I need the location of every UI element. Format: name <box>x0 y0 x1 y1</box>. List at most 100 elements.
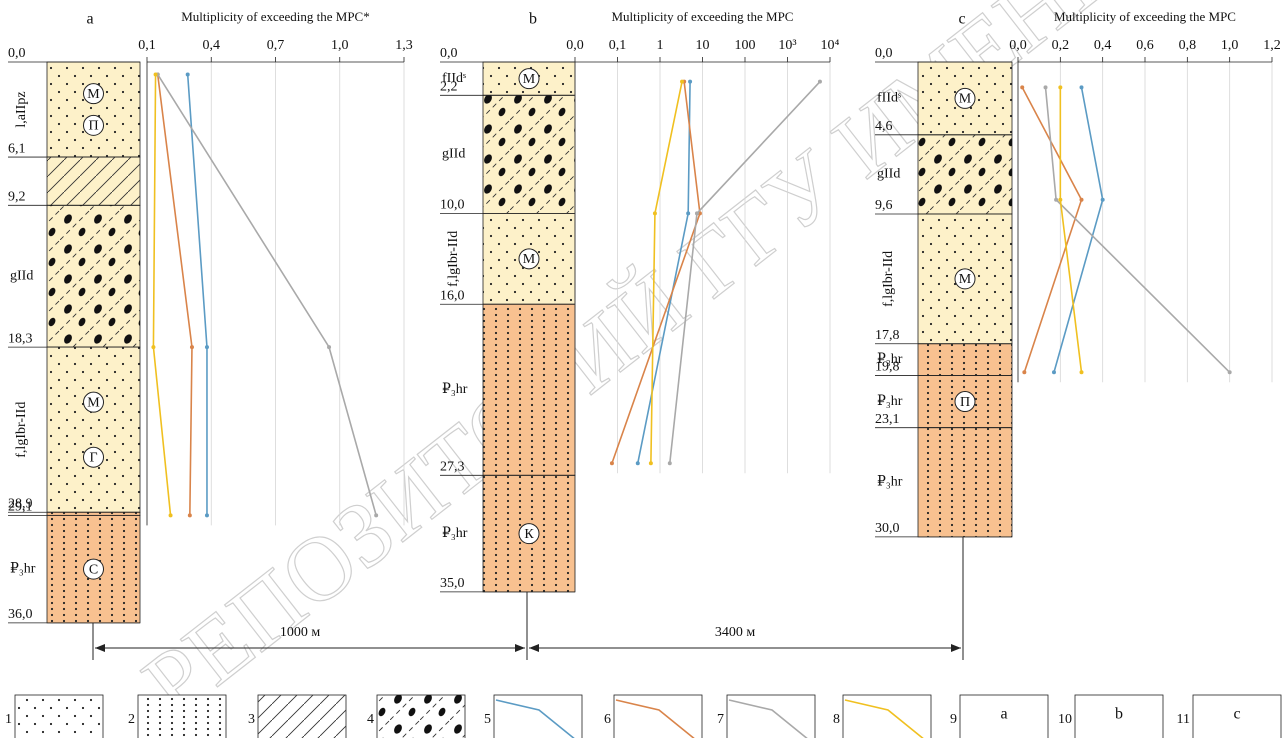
depth-label: 18,3 <box>8 331 33 346</box>
legend-swatch <box>15 695 103 738</box>
depth-label: 27,3 <box>440 460 465 475</box>
depth-label: 35,0 <box>440 576 465 591</box>
legend-number: 2 <box>128 712 135 727</box>
point <box>154 72 158 76</box>
legend-number: 10 <box>1058 712 1072 727</box>
depth-label: 0,0 <box>440 46 458 61</box>
depth-label: 9,2 <box>8 190 26 205</box>
depth-label: 16,0 <box>440 288 465 303</box>
legend-number: 6 <box>604 712 611 727</box>
point <box>680 80 684 84</box>
strat-label: gIId <box>442 147 465 162</box>
x-tick-label: 0,1 <box>609 38 627 53</box>
legend-box <box>727 695 815 738</box>
layer-symbol-text: М <box>959 272 972 287</box>
legend-number: 11 <box>1177 712 1190 727</box>
depth-label: 30,0 <box>875 521 900 536</box>
depth-label: 4,6 <box>875 119 893 134</box>
point <box>1058 198 1062 202</box>
point <box>190 345 194 349</box>
depth-label: 36,0 <box>8 607 33 622</box>
series-line <box>1046 87 1230 372</box>
point <box>1080 198 1084 202</box>
point <box>1080 85 1084 89</box>
point <box>1054 198 1058 202</box>
strat-label: f,lgIbr-IId <box>881 251 896 307</box>
legend-box <box>494 695 582 738</box>
layer-pattern <box>47 157 140 205</box>
depth-label: 10,0 <box>440 198 465 213</box>
x-tick-label: 0,6 <box>1136 38 1154 53</box>
distance-label: 3400 м <box>715 625 756 640</box>
x-tick-label: 0,4 <box>203 38 221 53</box>
depth-label: 2,2 <box>440 80 458 95</box>
point <box>1020 85 1024 89</box>
layer-symbol-text: Г <box>89 450 97 465</box>
legend-box <box>843 695 931 738</box>
layer-pattern <box>918 135 1012 214</box>
legend-number: 7 <box>717 712 724 727</box>
depth-label: 9,6 <box>875 198 893 213</box>
depth-label: 0,0 <box>8 46 26 61</box>
point <box>653 211 657 215</box>
x-tick-label: 1 <box>657 38 664 53</box>
layer-symbol-text: М <box>523 72 536 87</box>
panel-label: b <box>529 11 537 28</box>
legend-number: 4 <box>367 712 374 727</box>
depth-label: 23,1 <box>875 412 900 427</box>
layer-pattern <box>483 95 575 213</box>
legend-number: 8 <box>833 712 840 727</box>
point <box>1228 370 1232 374</box>
legend-box <box>614 695 702 738</box>
x-tick-label: 0,4 <box>1094 38 1112 53</box>
x-tick-label: 0,8 <box>1179 38 1197 53</box>
legend-number: 1 <box>5 712 12 727</box>
layer-pattern <box>47 205 140 347</box>
legend-number: 5 <box>484 712 491 727</box>
point <box>186 72 190 76</box>
point <box>151 345 155 349</box>
x-tick-label: 0,2 <box>1052 38 1070 53</box>
x-tick-label: 1,0 <box>1221 38 1239 53</box>
distance-label: 1000 м <box>280 625 321 640</box>
x-tick-label: 0,7 <box>267 38 285 53</box>
point <box>636 461 640 465</box>
point <box>668 461 672 465</box>
point <box>695 211 699 215</box>
figure: РЕПОЗИТОРИЙ ГГУ ИМЕНИ aMultiplicity of e… <box>0 0 1287 738</box>
layer-symbol-text: М <box>523 252 536 267</box>
panel-label: a <box>86 11 93 28</box>
x-tick-label: 0,0 <box>566 38 584 53</box>
strat-label: ₽₃hr <box>442 382 468 397</box>
panel-label: c <box>958 11 965 28</box>
chart-title: Multiplicity of exceeding the MPC <box>1054 9 1236 24</box>
legend-number: 9 <box>950 712 957 727</box>
depth-label: 6,1 <box>8 141 26 156</box>
x-tick-label: 0,1 <box>138 38 156 53</box>
point <box>188 513 192 517</box>
point <box>649 461 653 465</box>
layer-symbol-text: С <box>89 562 98 577</box>
depth-label: 19,8 <box>875 360 900 375</box>
strat-label: ₽₃hr <box>877 394 903 409</box>
point <box>610 461 614 465</box>
x-tick-label: 1,2 <box>1263 38 1281 53</box>
layer-pattern <box>483 304 575 475</box>
point <box>1022 370 1026 374</box>
point <box>1058 85 1062 89</box>
depth-label: 29,1 <box>8 500 33 515</box>
point <box>1044 85 1048 89</box>
legend-swatch <box>258 695 346 738</box>
layer-symbol-text: П <box>960 395 970 410</box>
chart-title: Multiplicity of exceeding the MPC* <box>181 9 369 24</box>
x-tick-label: 1,0 <box>331 38 349 53</box>
legend-text: a <box>1000 706 1007 723</box>
strat-label: f,lgIbr-IId <box>446 231 461 287</box>
layer-symbol-text: М <box>87 395 100 410</box>
x-tick-label: 10 <box>696 38 710 53</box>
strat-label: gIId <box>877 167 900 182</box>
point <box>205 345 209 349</box>
layer-symbol-text: К <box>524 527 534 542</box>
point <box>169 513 173 517</box>
x-tick-label: 0,0 <box>1009 38 1027 53</box>
